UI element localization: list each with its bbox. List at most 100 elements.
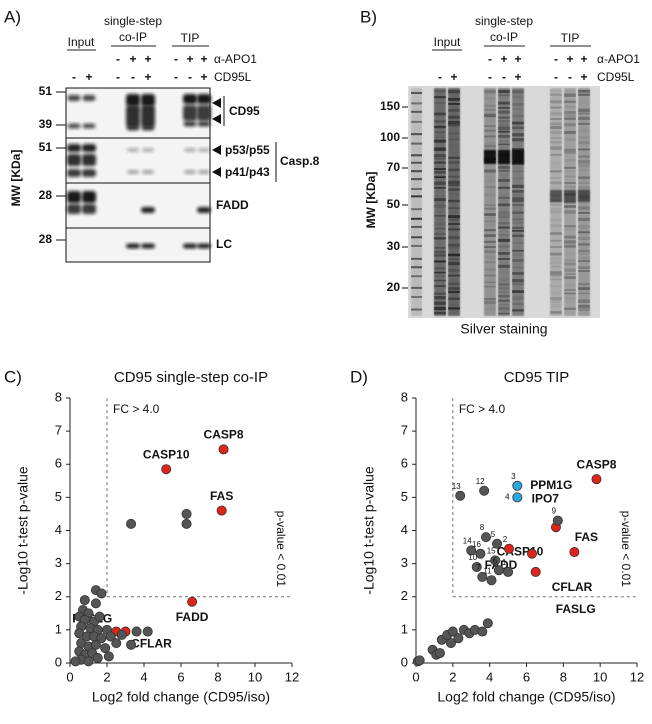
point-id: 10 [468, 553, 477, 562]
point-label: CFLAR [552, 580, 593, 594]
gel-band [550, 181, 562, 185]
data-point [466, 545, 477, 556]
ladder-band [411, 120, 422, 123]
gel-band [578, 278, 590, 281]
blot-band [67, 95, 81, 101]
treatment-sign: - [174, 52, 178, 66]
point-id: 6 [493, 556, 498, 565]
gel-band [448, 303, 460, 306]
gel-band [578, 101, 590, 103]
gel-band [550, 218, 562, 222]
data-point [83, 656, 94, 667]
gel-band [512, 226, 524, 229]
gel-band [550, 190, 562, 202]
gel-band [498, 234, 510, 236]
gel-band [434, 131, 446, 134]
gel-band [448, 152, 460, 155]
y-tick-label: 8 [55, 389, 62, 404]
gel-band [484, 207, 496, 210]
mw-label: 30 [387, 239, 401, 253]
gel-band [564, 105, 576, 108]
point-id: 4 [505, 492, 510, 501]
treatment-sign: + [580, 70, 587, 84]
gel-band [564, 268, 576, 272]
gel-band [434, 215, 446, 217]
treatment-label: CD95L [597, 70, 635, 84]
gel-band [434, 125, 446, 129]
gel-band [434, 271, 446, 274]
gel-band [484, 224, 496, 226]
gel-band [550, 112, 562, 116]
blot-band [141, 243, 155, 249]
gel-band [448, 222, 460, 225]
blot-band [82, 95, 96, 101]
gel-band [484, 301, 496, 305]
gel-band [498, 245, 510, 248]
gel-band [550, 252, 562, 256]
gel-band [512, 259, 524, 262]
gel-band [512, 150, 524, 164]
gel-band [498, 215, 510, 219]
gel-band [434, 108, 446, 110]
point-label: CASP10 [143, 447, 190, 461]
x-tick-label: 2 [103, 669, 110, 684]
gel-band [484, 261, 496, 264]
data-point [181, 508, 192, 519]
gel-band [434, 233, 446, 235]
gel-band [498, 238, 510, 242]
gel-band [512, 211, 524, 215]
data-point [493, 565, 504, 576]
gel-band [434, 306, 446, 311]
gel-band [434, 135, 446, 139]
gel-band [512, 272, 524, 275]
blot-band [67, 169, 81, 177]
band-label: p53/p55 [225, 143, 270, 157]
point-id: 2 [503, 535, 508, 544]
treatment-sign: + [514, 52, 521, 66]
gel-band [512, 121, 524, 125]
threshold-label: p-value < 0.01 [274, 511, 288, 588]
blot-band [67, 191, 81, 203]
ladder-band [411, 286, 422, 289]
gel-band [564, 143, 576, 146]
gel-band [448, 124, 460, 127]
treatment-sign: - [116, 52, 120, 66]
gel-band [564, 273, 576, 275]
gel-band [512, 203, 524, 207]
gel-lane [512, 88, 524, 316]
gel-band [484, 90, 496, 94]
gel-band [564, 130, 576, 135]
y-tick-label: 3 [401, 555, 408, 570]
group-label: single-step [475, 14, 533, 28]
group-label: TIP [561, 31, 580, 45]
gel-band [484, 200, 496, 203]
blot-band [184, 148, 196, 152]
gel-band [498, 312, 510, 315]
gel-band [564, 200, 576, 204]
x-axis-label: Log2 fold change (CD95/iso) [92, 689, 270, 705]
blot-band [82, 191, 96, 203]
gel-band [498, 203, 510, 207]
gel-band [498, 120, 510, 123]
ladder-band [411, 225, 422, 228]
group-label: co-IP [490, 30, 518, 44]
gel-band [498, 126, 510, 130]
gel-band [448, 247, 460, 249]
gel-band [512, 133, 524, 137]
ladder-band [411, 133, 422, 136]
gel-band [512, 303, 524, 305]
gel-band [434, 253, 446, 257]
gel-band [564, 235, 576, 239]
data-point [530, 566, 541, 577]
gel-band [448, 138, 460, 141]
gel-band [498, 222, 510, 225]
gel-band [578, 136, 590, 140]
data-point [94, 611, 105, 622]
treatment-sign: + [500, 52, 507, 66]
gel-band [578, 186, 590, 190]
gel-band [498, 299, 510, 302]
gel-band [564, 159, 576, 162]
treatment-sign: - [116, 70, 120, 84]
gel-band [498, 134, 510, 138]
gel-band [484, 268, 496, 271]
